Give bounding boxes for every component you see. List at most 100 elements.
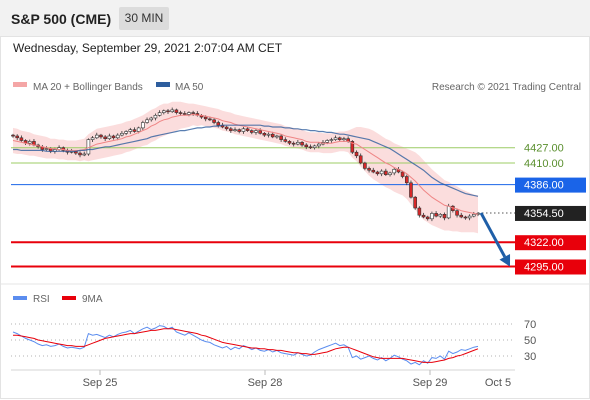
candle-body [459, 214, 464, 218]
candle-body [141, 122, 145, 129]
candle-body [379, 170, 384, 175]
candle-body [149, 117, 154, 121]
x-tick-label: Sep 28 [248, 377, 283, 389]
candle-body [166, 110, 170, 113]
forecast-arrow-head [499, 253, 511, 267]
candle-body [463, 216, 468, 219]
candle-body [132, 129, 137, 132]
candle-body [333, 137, 338, 140]
candle-body [312, 145, 317, 148]
level-label-pivot: 4386.00 [524, 180, 564, 192]
candle-body [438, 214, 443, 217]
candle-body [258, 130, 262, 134]
candle-body [283, 139, 288, 142]
candle-body [120, 133, 124, 136]
candle-body [404, 176, 409, 184]
candle-body [266, 133, 271, 136]
candle-body [157, 112, 162, 116]
candle-body [275, 135, 279, 138]
candle-body [187, 112, 191, 115]
candle-body [434, 213, 438, 217]
candle-body [19, 137, 24, 141]
candle-body [472, 214, 476, 217]
candle-body [203, 116, 208, 120]
level-label-support: 4295.00 [524, 262, 564, 274]
candle-body [237, 129, 242, 132]
candle-body [241, 128, 246, 132]
candle-body [99, 134, 103, 138]
candle-body [308, 146, 313, 149]
candle-body [367, 168, 371, 171]
x-tick-label: Sep 25 [83, 377, 118, 389]
level-label-last: 4354.50 [524, 208, 564, 220]
candle-body [27, 141, 32, 144]
candle-body [270, 133, 275, 138]
rsi-tick-label: 30 [524, 351, 536, 363]
candle-body [325, 140, 329, 143]
legend-swatch-rsi-ma [62, 296, 76, 300]
candle-body [82, 153, 87, 156]
candle-body [400, 171, 405, 177]
rsi-ma-line [13, 328, 479, 363]
candle-body [291, 142, 296, 145]
rsi-tick-label: 70 [524, 319, 536, 331]
candle-body [15, 135, 19, 139]
candle-body [233, 129, 237, 131]
chart-credit: Research © 2021 Trading Central [432, 82, 581, 93]
candle-body [262, 133, 267, 136]
forecast-arrow-shaft [479, 212, 507, 258]
candle-body [371, 169, 376, 173]
candle-body [136, 127, 141, 132]
candle-body [329, 139, 334, 141]
candle-body [304, 144, 309, 148]
ma50-line [13, 124, 479, 197]
candle-body [446, 205, 451, 219]
legend-bollinger: MA 20 + Bollinger Bands [33, 82, 143, 93]
timeframe-button[interactable]: 30 MIN [119, 7, 169, 30]
rsi-line [12, 325, 479, 366]
level-tag-support [515, 259, 586, 275]
candle-body [409, 182, 413, 198]
level-tag-support [515, 235, 586, 251]
candle-body [208, 118, 212, 121]
legend-swatch-ma50 [156, 82, 170, 87]
candle-body [107, 135, 112, 139]
candle-body [103, 136, 107, 139]
candle-body [111, 135, 116, 139]
candle-body [245, 128, 250, 131]
candle-body [337, 137, 342, 140]
candle-body [425, 216, 430, 220]
candle-body [170, 109, 174, 113]
candle-body [342, 138, 346, 140]
candle-body [300, 142, 304, 146]
candle-body [442, 214, 447, 219]
instrument-title: S&P 500 (CME) [11, 11, 112, 27]
legend-swatch-rsi [13, 296, 27, 300]
level-label-support: 4322.00 [524, 237, 564, 249]
candle-body [421, 214, 426, 218]
candle-body [392, 169, 397, 174]
x-tick-label: Sep 29 [413, 377, 448, 389]
candle-body [358, 155, 363, 164]
candle-body [162, 110, 166, 113]
legend-rsi-ma: 9MA [82, 294, 103, 305]
candle-body [94, 134, 99, 139]
candle-body [182, 113, 187, 115]
candle-body [44, 148, 49, 150]
legend-ma50: MA 50 [175, 82, 204, 93]
candle-body [124, 131, 128, 134]
candle-body [287, 141, 292, 144]
level-label-resistance: 4410.00 [524, 158, 564, 170]
chart-date: Wednesday, September 29, 2021 2:07:04 AM… [13, 41, 283, 55]
candle-body [317, 143, 321, 147]
candle-body [388, 172, 392, 175]
ma20-line [12, 113, 479, 215]
legend-swatch-bollinger [13, 82, 27, 87]
chart-header: S&P 500 (CME) 30 MIN [0, 0, 590, 37]
candle-body [467, 215, 472, 219]
candle-body [153, 115, 158, 119]
candle-body [375, 171, 380, 175]
rsi-tick-label: 50 [524, 335, 536, 347]
bollinger-band [13, 101, 478, 234]
candle-body [455, 210, 459, 216]
